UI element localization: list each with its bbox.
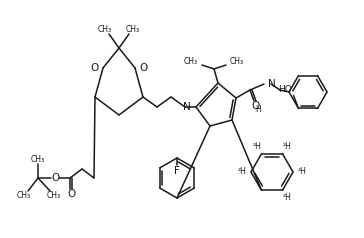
Text: N: N [268, 79, 276, 89]
Text: CH₃: CH₃ [184, 58, 198, 66]
Text: N: N [183, 102, 191, 112]
Text: H: H [255, 105, 261, 114]
Text: ²H: ²H [282, 193, 292, 203]
Text: O: O [91, 63, 99, 73]
Text: CH₃: CH₃ [230, 58, 244, 66]
Text: F: F [174, 166, 180, 176]
Text: HO: HO [278, 85, 292, 94]
Text: CH₃: CH₃ [17, 192, 31, 200]
Text: ²H: ²H [253, 142, 261, 150]
Text: O: O [251, 101, 259, 111]
Text: CH₃: CH₃ [126, 25, 140, 34]
Text: CH₃: CH₃ [47, 192, 61, 200]
Text: ²H: ²H [238, 168, 246, 177]
Text: CH₃: CH₃ [98, 25, 112, 34]
Text: ²H: ²H [282, 142, 292, 150]
Text: O: O [67, 189, 75, 199]
Text: CH₃: CH₃ [31, 154, 45, 164]
Text: ²H: ²H [297, 168, 306, 177]
Text: O: O [139, 63, 147, 73]
Text: O: O [51, 173, 59, 183]
